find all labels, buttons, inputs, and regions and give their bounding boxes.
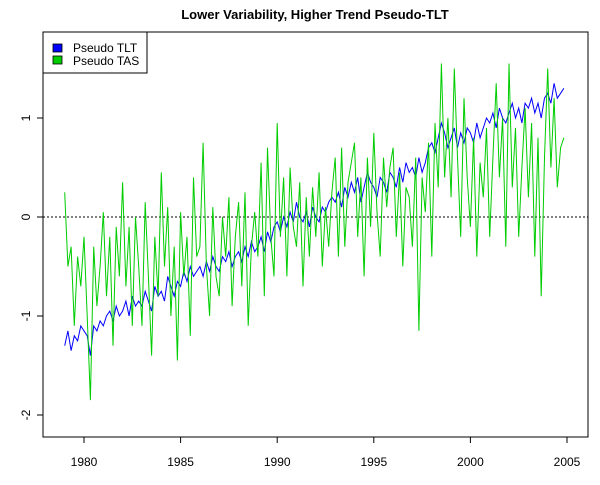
- legend-swatch-pseudo-tlt: [52, 43, 63, 53]
- x-tick-label: 2000: [457, 455, 484, 469]
- y-tick-label: -1: [19, 310, 33, 321]
- x-tick-label: 1985: [167, 455, 194, 469]
- x-tick-label: 1980: [71, 455, 98, 469]
- legend: Pseudo TLT Pseudo TAS: [42, 31, 148, 74]
- x-axis: 1980 1985 1990 1995 2000 2005: [71, 436, 581, 469]
- series-group: [64, 63, 565, 401]
- y-tick-label: 0: [19, 213, 33, 220]
- x-tick-label: 2005: [554, 455, 581, 469]
- chart-title: Lower Variability, Higher Trend Pseudo-T…: [181, 7, 449, 22]
- y-tick-label: -2: [19, 409, 33, 420]
- legend-swatch-pseudo-tas: [52, 55, 63, 65]
- x-tick-label: 1990: [264, 455, 291, 469]
- legend-label-pseudo-tlt: Pseudo TLT: [73, 41, 138, 55]
- legend-label-pseudo-tas: Pseudo TAS: [73, 54, 139, 68]
- series-line-pseudo-tas: [64, 63, 565, 401]
- y-tick-label: 1: [19, 114, 33, 121]
- legend-box: [42, 31, 148, 74]
- x-tick-label: 1995: [360, 455, 387, 469]
- y-axis: -2 -1 0 1: [19, 114, 44, 420]
